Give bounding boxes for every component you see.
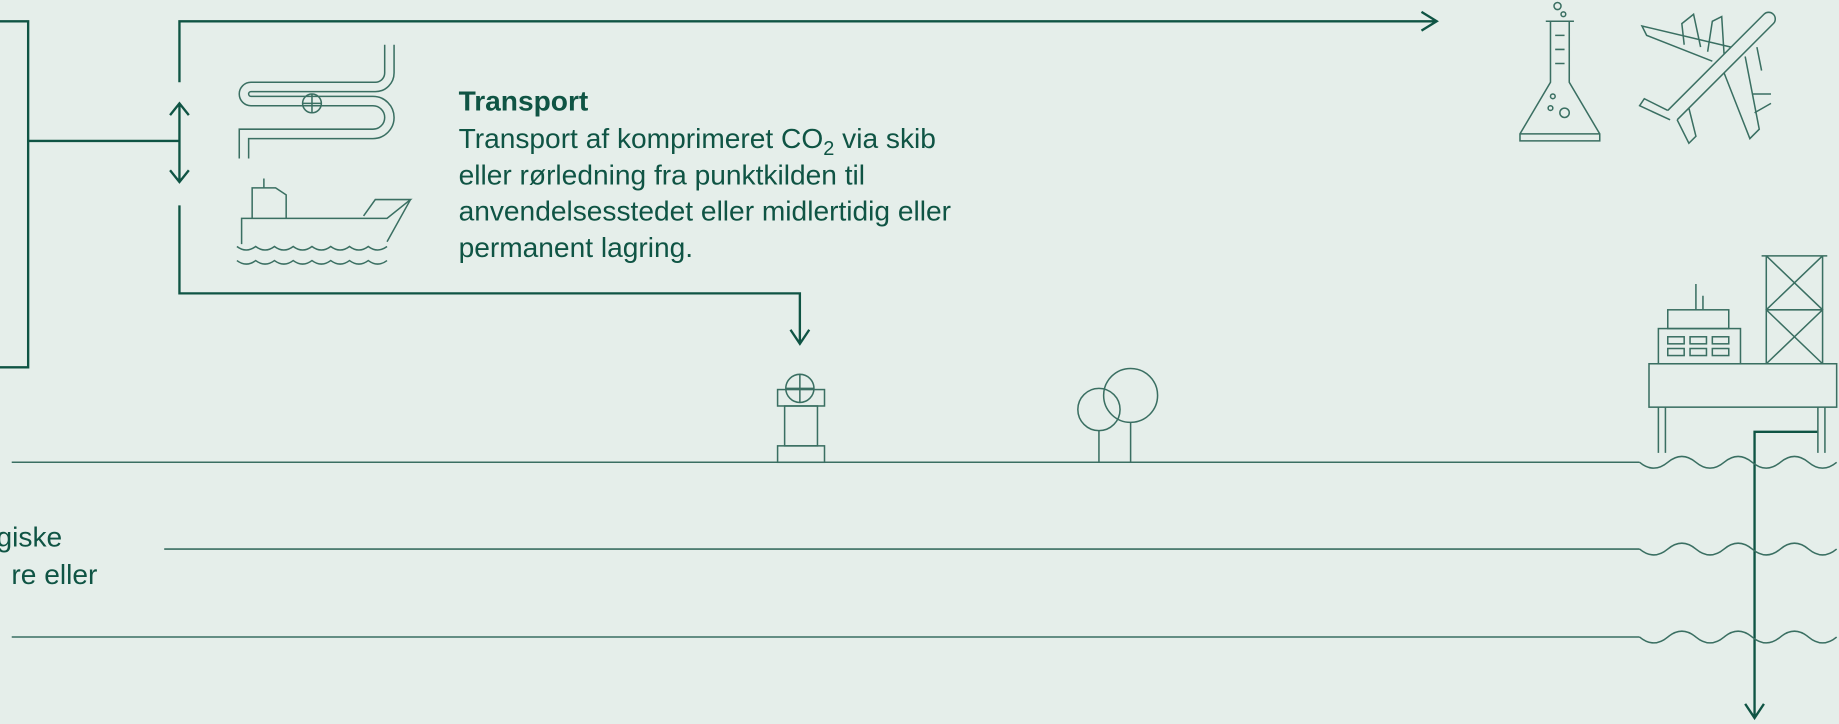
diagram: Transport Transport af komprimeret CO2 v…: [0, 0, 1839, 724]
transport-line: eller rørledning fra punktkilden til: [459, 159, 865, 190]
text-part: Transport af komprimeret CO: [459, 123, 824, 154]
transport-line: permanent lagring.: [459, 232, 694, 263]
subscript: 2: [823, 138, 834, 160]
transport-title: Transport: [459, 85, 589, 116]
left-text: giske: [0, 522, 62, 553]
transport-line: anvendelsesstedet eller midlertidig elle…: [459, 196, 951, 227]
text-part: via skib: [834, 123, 936, 154]
page: Transport Transport af komprimeret CO2 v…: [0, 0, 1839, 724]
left-text: re eller: [11, 559, 97, 590]
